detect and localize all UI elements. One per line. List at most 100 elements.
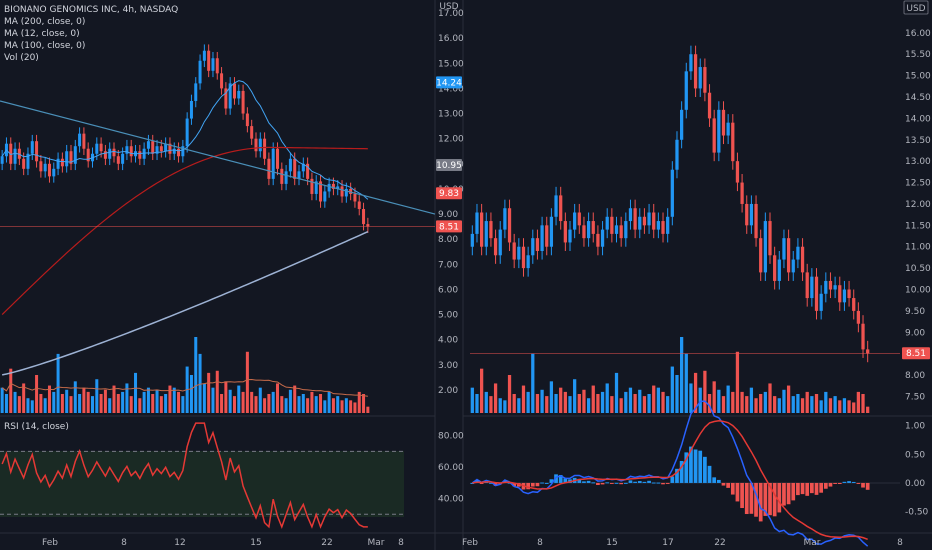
volume-bar [245,351,249,413]
macd-histogram-bar [865,482,870,490]
candle-body [819,293,823,311]
ma100-line [1,146,368,315]
currency-label: USD [439,2,458,12]
price-tick-label: 2.00 [438,386,458,396]
candle-body [331,183,335,189]
volume-bar [331,398,335,413]
candle-body [258,138,262,152]
price-tag [436,187,462,200]
volume-bar [535,394,540,413]
candle-body [228,83,232,109]
macd-histogram-bar [712,477,717,483]
candle-body [211,58,215,71]
volume-bar [484,391,488,413]
volume-bar [549,381,554,413]
macd-histogram-bar [768,482,772,516]
volume-bar [824,391,828,413]
price-tag-label: 9.83 [439,189,459,199]
candle-body [512,242,516,260]
volume-bar [563,391,567,413]
candle-body [754,203,758,239]
volume-bar [786,385,791,413]
volume-bar [782,389,786,413]
rsi-tick-label: 80.00 [438,432,464,442]
macd-histogram-bar [637,481,642,483]
volume-bar [116,394,120,413]
macd-histogram-bar [679,460,684,483]
macd-histogram-bar [819,482,824,493]
macd-histogram-bar [614,482,619,484]
price-tick-label: 14.00 [905,114,931,124]
volume-bar [78,394,82,413]
volume-bar [280,396,284,413]
volume-bar [791,396,795,413]
legend-ma100: MA (100, close, 0) [4,41,86,51]
candle-body [861,323,865,350]
time-tick-label: Mar [368,538,385,548]
rsi-band-fill [0,451,404,517]
macd-histogram-bar [837,482,842,484]
candle-body [366,224,370,227]
candle-body [82,133,86,149]
candle-body [237,90,241,99]
price-tag-label: 8.51 [439,222,459,232]
candle-body [707,92,712,119]
candle-body [323,191,327,202]
volume-bar [112,385,116,413]
candle-body [95,143,99,154]
candle-body [866,349,870,354]
candle-body [596,233,600,247]
candle-body [507,208,512,243]
volume-bar [69,396,73,413]
price-tick-label: 13.00 [438,110,464,120]
volume-bar [267,394,271,413]
candle-body [121,153,125,164]
candle-body [480,212,484,247]
volume-bar [763,391,767,413]
candle-body [666,216,670,234]
macd-histogram-bar [670,476,675,483]
volume-bar [638,389,642,413]
candle-body [340,186,344,197]
candle-body [693,54,698,89]
price-tick-label: 11.50 [905,221,931,231]
price-tick-label: 9.50 [905,307,925,317]
macd-histogram-bar [861,482,865,488]
price-tick-label: 5.00 [438,311,458,321]
volume-bar [731,391,735,413]
candle-body [314,181,318,194]
volume-bar [600,391,605,413]
macd-histogram-bar [661,482,665,485]
price-tick-label: 10.00 [905,286,931,296]
macd-histogram-bar [796,482,800,496]
candle-body [540,225,544,251]
volume-bar [108,398,112,413]
candle-body [563,221,567,243]
candle-body [297,171,301,179]
candle-body [155,146,159,154]
candle-body [30,141,34,154]
macd-histogram-bar [507,482,512,484]
candle-body [763,221,767,273]
volume-bar [652,385,656,413]
candle-body [185,118,189,147]
volume-bar [586,398,591,413]
volume-bar [327,391,331,413]
volume-bar [642,396,647,413]
macd-tick-label: -0.50 [905,508,929,518]
rsi-legend: RSI (14, close) [4,422,69,432]
volume-bar [717,389,721,413]
candle-body [207,50,211,71]
candle-body [521,246,526,269]
candle-body [647,212,651,226]
candle-body [220,73,224,89]
price-tick-label: 8.00 [438,235,458,245]
time-tick-label: 22 [714,538,725,548]
macd-histogram-bar [847,481,851,483]
price-tick-label: 4.00 [438,336,458,346]
candle-body [642,216,647,226]
volume-bar [605,383,609,413]
macd-histogram-bar [707,465,712,483]
macd-histogram-bar [577,478,582,483]
macd-signal-line [472,420,868,541]
